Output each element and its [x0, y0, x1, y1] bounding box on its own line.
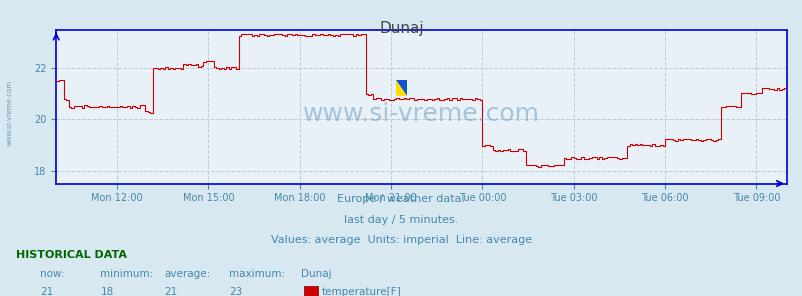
- Text: www.si-vreme.com: www.si-vreme.com: [6, 79, 13, 146]
- Text: Europe / weather data.: Europe / weather data.: [337, 194, 465, 204]
- Text: maximum:: maximum:: [229, 269, 285, 279]
- Text: Dunaj: Dunaj: [379, 21, 423, 36]
- Polygon shape: [395, 81, 407, 96]
- Bar: [303, 286, 318, 296]
- Text: 18: 18: [100, 287, 114, 296]
- Text: Dunaj: Dunaj: [301, 269, 331, 279]
- Text: 21: 21: [164, 287, 178, 296]
- Polygon shape: [395, 81, 407, 96]
- Text: Values: average  Units: imperial  Line: average: Values: average Units: imperial Line: av…: [270, 235, 532, 245]
- Text: 21: 21: [40, 287, 54, 296]
- Text: HISTORICAL DATA: HISTORICAL DATA: [16, 250, 127, 260]
- Text: last day / 5 minutes.: last day / 5 minutes.: [344, 215, 458, 225]
- Text: now:: now:: [40, 269, 65, 279]
- Text: average:: average:: [164, 269, 211, 279]
- Text: 23: 23: [229, 287, 242, 296]
- Text: minimum:: minimum:: [100, 269, 153, 279]
- Text: www.si-vreme.com: www.si-vreme.com: [302, 102, 540, 126]
- Text: temperature[F]: temperature[F]: [322, 287, 401, 296]
